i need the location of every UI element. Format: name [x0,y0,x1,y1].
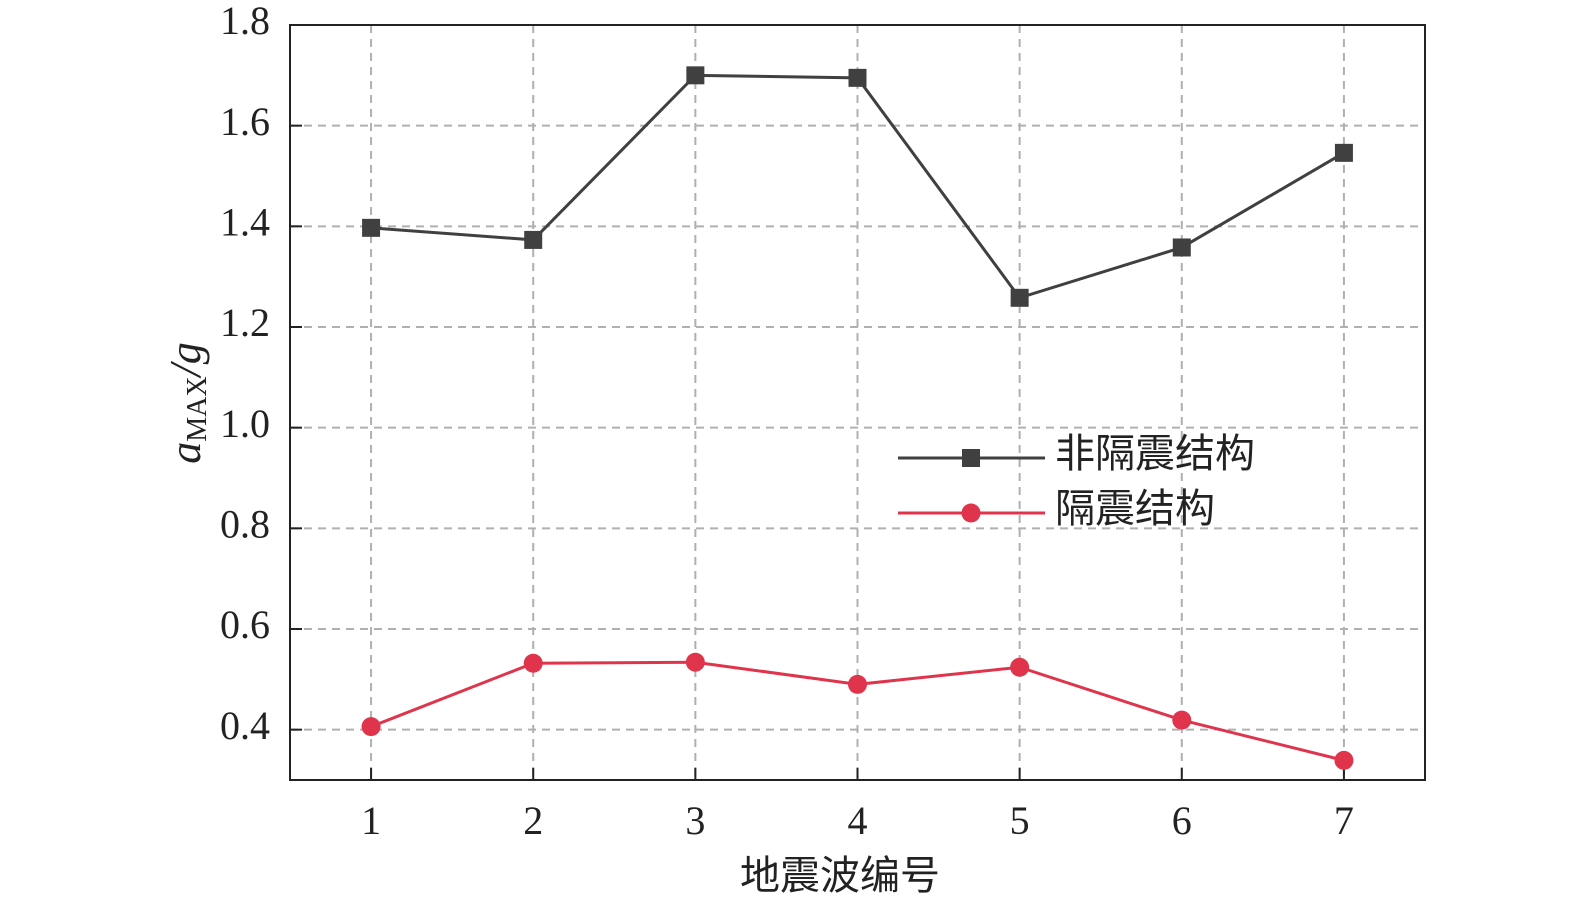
marker [523,653,543,673]
plot-frame [289,24,1426,781]
y-tick-label: 1.8 [220,0,270,43]
y-axis-label: aMAX/g [161,342,213,464]
marker [1010,288,1029,307]
marker [1334,143,1353,162]
x-tick-label: 7 [1334,798,1354,843]
x-tick-label: 2 [523,798,543,843]
marker [1172,238,1191,257]
x-tick-label: 3 [685,798,705,843]
legend-label: 非隔震结构 [1055,431,1255,476]
y-tick-label: 1.4 [220,200,270,245]
marker [524,230,543,249]
marker [685,652,705,672]
marker [686,66,705,85]
legend-marker [962,449,980,467]
x-axis-label: 地震波编号 [740,853,940,898]
x-tick-label: 4 [848,798,868,843]
y-tick-label: 0.6 [220,602,270,647]
legend-label: 隔震结构 [1055,486,1215,531]
marker [1334,750,1354,770]
y-tick-label: 0.4 [220,703,270,748]
marker [848,674,867,694]
marker [1172,710,1192,730]
marker [362,218,381,237]
y-tick-label: 1.2 [220,300,270,345]
x-tick-label: 1 [361,798,381,843]
marker [1010,657,1030,677]
y-label-part: a [161,442,210,464]
y-label-part: /g [161,342,210,379]
x-tick-label: 5 [1010,798,1030,843]
y-label-sub: MAX [182,376,213,441]
y-tick-label: 1.6 [220,99,270,144]
legend-marker [961,503,981,523]
marker [848,68,867,87]
y-tick-label: 1.0 [220,401,270,446]
x-tick-label: 6 [1172,798,1192,843]
marker [361,717,381,737]
y-tick-label: 0.8 [220,502,270,547]
